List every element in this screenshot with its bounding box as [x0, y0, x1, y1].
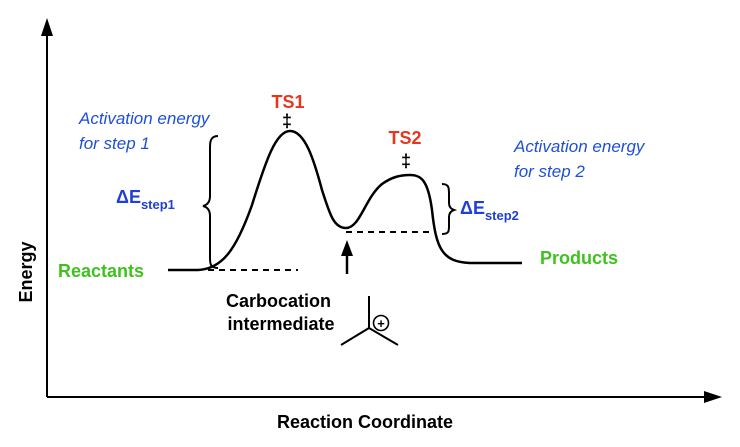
carbocation-structure: +	[340, 296, 399, 346]
brace-step1	[202, 135, 219, 269]
delta-e-step2-symbol: ΔE	[460, 198, 485, 218]
delta-e-step1-symbol: ΔE	[116, 187, 141, 207]
x-axis-label: Reaction Coordinate	[277, 412, 453, 432]
y-axis-label: Energy	[16, 241, 36, 302]
x-axis-arrowhead	[704, 391, 722, 403]
intermediate-label: Carbocation intermediate	[226, 291, 336, 334]
ts1-double-dagger: ‡	[282, 111, 292, 131]
intermediate-label-line1: Carbocation	[226, 291, 331, 311]
activation-step2-line1: Activation energy	[513, 137, 646, 156]
y-axis-arrowhead	[41, 18, 53, 36]
carbocation-bond-right	[368, 327, 399, 346]
delta-e-step2-subscript: step2	[485, 208, 519, 223]
ts2-double-dagger: ‡	[401, 151, 411, 171]
activation-step2-line2: for step 2	[514, 162, 585, 181]
intermediate-label-line2: intermediate	[227, 314, 334, 334]
brace-step2	[441, 183, 458, 235]
ts1-label: TS1	[271, 92, 304, 112]
delta-e-step1-label: ΔEstep1	[116, 187, 175, 212]
activation-step1-line2: for step 1	[79, 134, 150, 153]
carbocation-bond-left	[340, 327, 370, 346]
ts2-label: TS2	[388, 128, 421, 148]
reactants-label: Reactants	[58, 261, 144, 281]
positive-charge-symbol: +	[377, 316, 385, 331]
positive-charge-circle	[372, 314, 390, 332]
delta-e-step2-label: ΔEstep2	[460, 198, 519, 223]
delta-e-step1-subscript: step1	[141, 197, 175, 212]
activation-step2-caption: Activation energy for step 2	[513, 137, 649, 181]
activation-step1-line1: Activation energy	[78, 109, 211, 128]
activation-step1-caption: Activation energy for step 1	[78, 109, 214, 153]
intermediate-pointer-arrowhead	[341, 240, 353, 256]
products-label: Products	[540, 248, 618, 268]
energy-curve	[168, 129, 522, 272]
